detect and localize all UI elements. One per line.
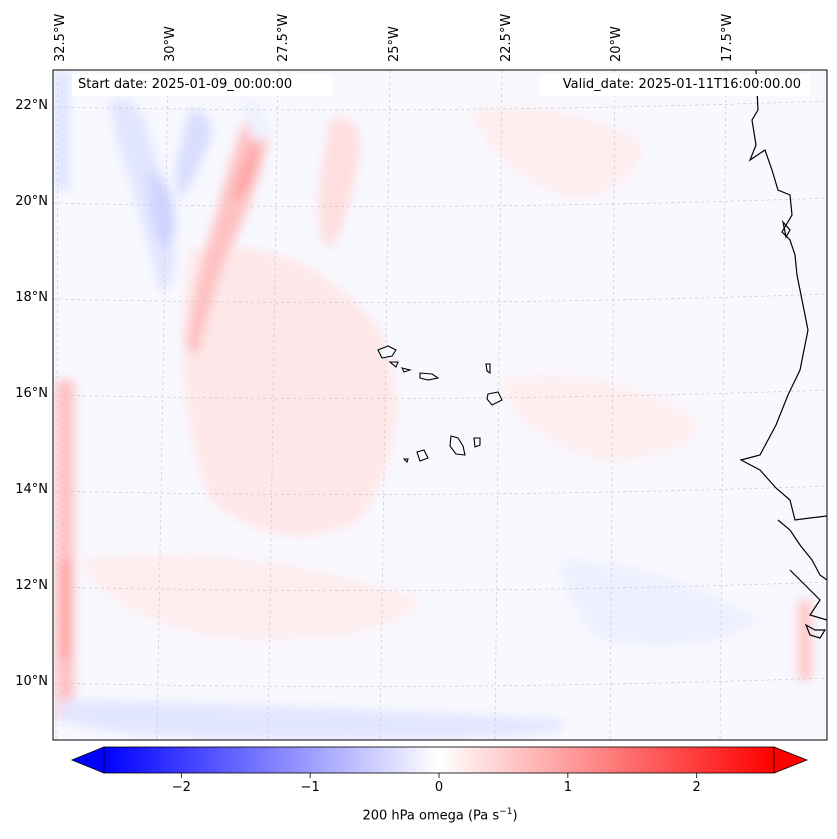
colorbar-label-text: 200 hPa omega (Pa s xyxy=(362,808,500,824)
lon-label: 20°W xyxy=(609,26,624,62)
lon-label: 32.5°W xyxy=(53,13,68,62)
valid-date-box xyxy=(540,74,810,96)
lat-label: 18°N xyxy=(15,290,48,305)
lat-label: 14°N xyxy=(15,482,48,497)
lon-label: 17.5°W xyxy=(720,13,735,62)
start-date-text: Start date: 2025-01-09_00:00:00 xyxy=(78,77,293,92)
colorbar-ticks xyxy=(180,773,698,778)
omega-contours xyxy=(54,70,812,740)
colorbar-tick-label: −1 xyxy=(300,780,320,795)
lon-label: 22.5°W xyxy=(499,13,514,62)
colorbar-max-extend xyxy=(773,746,809,774)
coastline-africa xyxy=(739,70,827,639)
start-date-box xyxy=(72,74,332,96)
lon-label: 30°W xyxy=(163,26,178,62)
gridlines xyxy=(53,70,827,740)
colorbar-tick-label: 2 xyxy=(692,780,701,795)
lat-label: 12°N xyxy=(15,578,48,593)
lat-label: 22°N xyxy=(15,98,48,113)
lat-label: 16°N xyxy=(15,386,48,401)
colorbar-min-extend xyxy=(70,746,105,774)
cape-verde-islands xyxy=(377,345,503,464)
lat-label: 10°N xyxy=(15,674,48,689)
colorbar-label-units: −1 xyxy=(499,807,513,817)
colorbar-tick-label: 0 xyxy=(434,780,444,795)
lon-label: 25°W xyxy=(387,26,402,62)
valid-date-text: Valid_date: 2025-01-11T16:00:00.00 xyxy=(562,77,801,92)
map-frame xyxy=(52,69,828,741)
colorbar xyxy=(70,746,809,778)
colorbar-tick-label: 1 xyxy=(563,780,572,795)
colorbar-gradient xyxy=(103,746,775,774)
colorbar-tick-label: −2 xyxy=(171,780,191,795)
colorbar-label-close: ) xyxy=(512,808,518,824)
lat-label: 20°N xyxy=(15,194,48,209)
colorbar-label: 200 hPa omega (Pa s−1) xyxy=(0,807,837,823)
lon-label: 27.5°W xyxy=(276,13,291,62)
omega-field xyxy=(53,70,827,740)
